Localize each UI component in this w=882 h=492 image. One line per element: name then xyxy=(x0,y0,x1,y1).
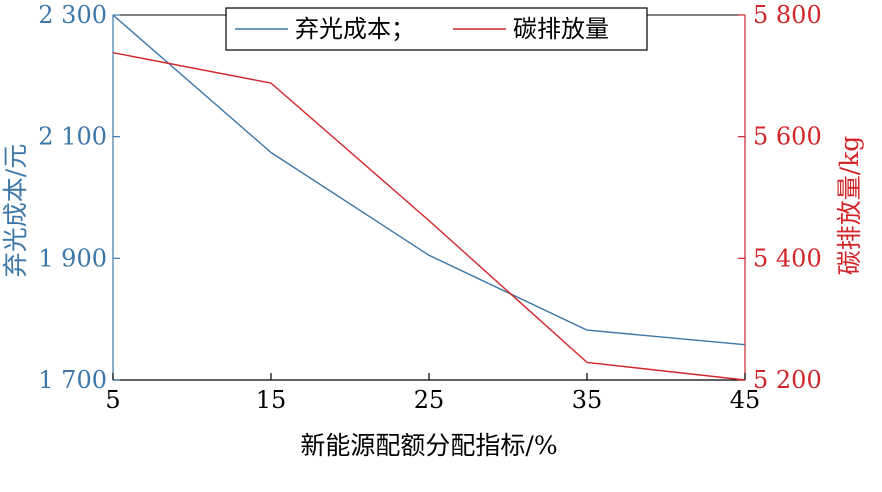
right-axis-tick-label: 5 800 xyxy=(753,1,822,29)
left-axis-tick-label: 1 700 xyxy=(38,366,107,394)
x-axis-tick-label: 5 xyxy=(105,386,120,414)
series-line-curtailment-cost xyxy=(112,14,746,346)
left-axis-title: 弃光成本/元 xyxy=(1,144,30,277)
x-axis-tick-label: 25 xyxy=(414,386,445,414)
right-axis-tick-label: 5 600 xyxy=(753,123,822,151)
left-axis-tick-label: 1 900 xyxy=(38,244,107,272)
legend-layer: 弃光成本； 碳排放量 xyxy=(225,7,648,51)
series-line-carbon-emission xyxy=(112,52,746,381)
left-axis-tick-label: 2 100 xyxy=(38,123,107,151)
axes-layer: 1 700 1 900 2 100 2 300 弃光成本/元 5 200 5 400 5 60… xyxy=(1,1,864,460)
left-axis-tick-label: 2 300 xyxy=(38,1,107,29)
right-axis-tick-label: 5 400 xyxy=(753,244,822,272)
legend-label-carbon-emission: 碳排放量 xyxy=(513,15,609,43)
right-axis-tick-label: 5 200 xyxy=(753,366,822,394)
x-axis-title: 新能源配额分配指标/% xyxy=(300,431,557,460)
right-axis-title: 碳排放量/kg xyxy=(835,136,864,276)
legend-box xyxy=(225,7,648,51)
series-layer xyxy=(112,14,746,381)
legend-label-curtailment-cost: 弃光成本； xyxy=(295,15,415,43)
x-axis-tick-label: 45 xyxy=(730,386,761,414)
x-axis-tick-label: 15 xyxy=(256,386,287,414)
x-axis-tick-label: 35 xyxy=(572,386,603,414)
